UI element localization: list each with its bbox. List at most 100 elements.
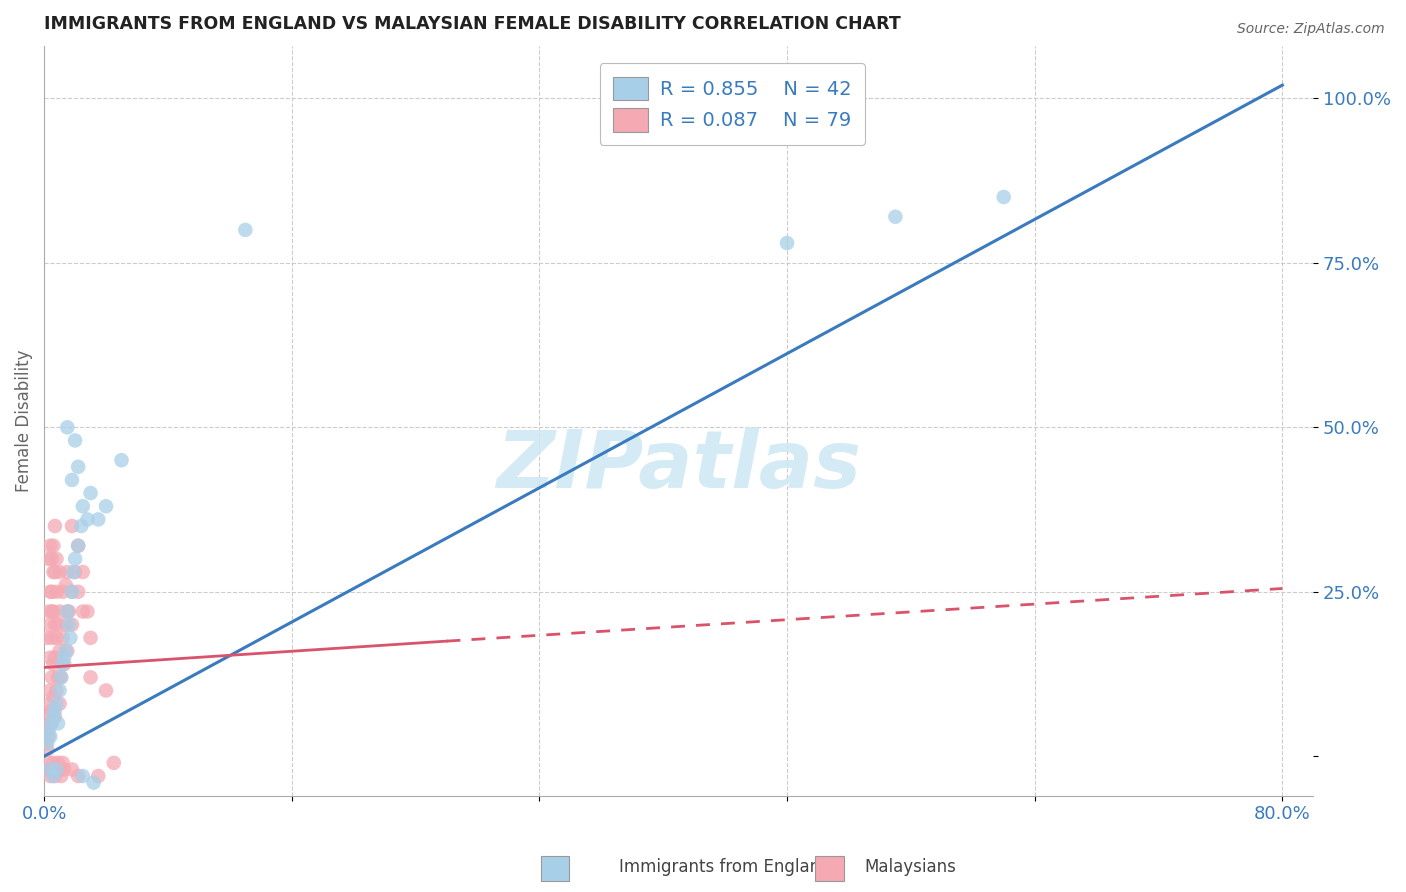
Point	[45, 631, 67, 645]
Point	[62, 565, 84, 579]
Point	[110, 453, 132, 467]
Point	[67, 459, 90, 474]
Point	[103, 756, 125, 770]
Point	[41, 716, 63, 731]
Text: Source: ZipAtlas.com: Source: ZipAtlas.com	[1237, 22, 1385, 37]
Point	[45, 763, 67, 777]
Point	[41, 584, 63, 599]
Point	[60, 519, 83, 533]
Point	[48, 763, 70, 777]
Point	[41, 763, 63, 777]
Point	[49, 670, 72, 684]
Point	[56, 565, 79, 579]
Point	[67, 769, 90, 783]
Point	[53, 650, 76, 665]
Point	[38, 756, 60, 770]
Point	[52, 584, 75, 599]
Point	[60, 584, 83, 599]
Point	[45, 697, 67, 711]
Point	[76, 605, 98, 619]
Point	[60, 584, 83, 599]
Point	[46, 617, 69, 632]
Point	[42, 539, 65, 553]
Point	[55, 617, 77, 632]
Point	[39, 763, 62, 777]
Point	[34, 736, 56, 750]
Point	[60, 763, 83, 777]
Text: Malaysians: Malaysians	[865, 858, 956, 876]
Point	[44, 565, 66, 579]
Point	[79, 631, 101, 645]
Point	[41, 670, 63, 684]
Point	[37, 631, 59, 645]
Point	[67, 539, 90, 553]
Point	[48, 683, 70, 698]
Point	[884, 210, 907, 224]
Point	[94, 500, 117, 514]
Point	[72, 769, 94, 783]
Point	[38, 710, 60, 724]
Point	[38, 697, 60, 711]
Point	[38, 552, 60, 566]
Point	[39, 683, 62, 698]
Point	[46, 756, 69, 770]
Point	[38, 605, 60, 619]
Point	[56, 605, 79, 619]
Point	[42, 605, 65, 619]
Point	[39, 617, 62, 632]
Point	[49, 670, 72, 684]
Point	[58, 605, 80, 619]
Point	[87, 512, 110, 526]
Point	[776, 235, 799, 250]
Point	[79, 486, 101, 500]
Point	[79, 670, 101, 684]
Point	[233, 223, 256, 237]
Point	[52, 657, 75, 672]
Point	[60, 617, 83, 632]
Point	[55, 644, 77, 658]
Point	[44, 769, 66, 783]
Point	[63, 434, 86, 448]
Point	[993, 190, 1015, 204]
Point	[37, 742, 59, 756]
Point	[55, 578, 77, 592]
Point	[41, 631, 63, 645]
Point	[58, 617, 80, 632]
Point	[48, 565, 70, 579]
Point	[39, 716, 62, 731]
Point	[38, 723, 60, 737]
Point	[44, 710, 66, 724]
Point	[37, 763, 59, 777]
Point	[39, 769, 62, 783]
Point	[45, 552, 67, 566]
Point	[53, 763, 76, 777]
Point	[52, 756, 75, 770]
Point	[56, 644, 79, 658]
Point	[94, 683, 117, 698]
Point	[44, 617, 66, 632]
Point	[42, 756, 65, 770]
Point	[41, 552, 63, 566]
Point	[67, 539, 90, 553]
Point	[72, 605, 94, 619]
Point	[48, 605, 70, 619]
Point	[49, 769, 72, 783]
Point	[39, 650, 62, 665]
Point	[37, 723, 59, 737]
Text: IMMIGRANTS FROM ENGLAND VS MALAYSIAN FEMALE DISABILITY CORRELATION CHART: IMMIGRANTS FROM ENGLAND VS MALAYSIAN FEM…	[44, 15, 901, 33]
Point	[72, 500, 94, 514]
Point	[53, 657, 76, 672]
Point	[42, 565, 65, 579]
Point	[63, 552, 86, 566]
Point	[42, 710, 65, 724]
Point	[42, 657, 65, 672]
Point	[44, 650, 66, 665]
Point	[56, 420, 79, 434]
Point	[44, 703, 66, 717]
Point	[48, 644, 70, 658]
Point	[48, 697, 70, 711]
Point	[39, 539, 62, 553]
Point	[56, 605, 79, 619]
Point	[45, 584, 67, 599]
Point	[45, 683, 67, 698]
